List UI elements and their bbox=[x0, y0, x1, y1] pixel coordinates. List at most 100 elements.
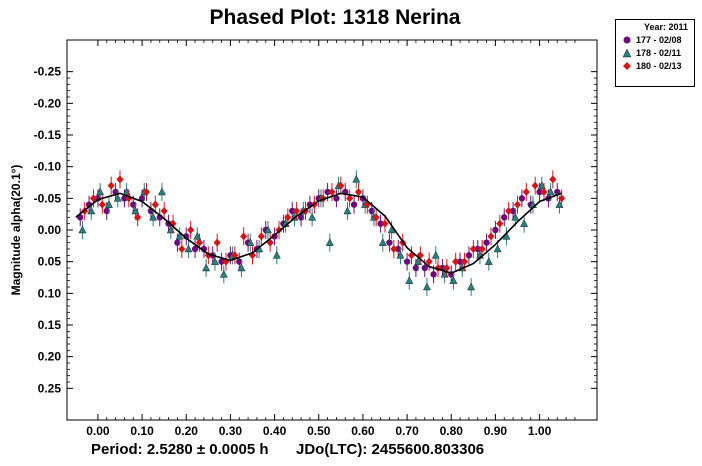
data-point-circle bbox=[289, 207, 296, 215]
data-point-circle bbox=[474, 245, 481, 253]
data-point-diamond bbox=[195, 238, 204, 247]
data-point-diamond bbox=[452, 257, 460, 266]
data-point-triangle bbox=[467, 282, 476, 291]
data-point-diamond bbox=[425, 257, 433, 266]
legend-item-178: 178 - 02/11 bbox=[616, 46, 694, 59]
data-point-circle bbox=[377, 220, 384, 227]
data-point-circle bbox=[297, 214, 305, 221]
data-point-circle bbox=[236, 258, 243, 265]
data-point-diamond bbox=[443, 264, 451, 272]
x-tick-label: 0.50 bbox=[307, 424, 331, 438]
data-point-circle bbox=[412, 264, 420, 272]
data-point-triangle bbox=[308, 212, 317, 221]
data-point-circle bbox=[386, 239, 393, 246]
data-point-diamond bbox=[284, 213, 292, 222]
legend-item-177: 177 - 02/08 bbox=[616, 33, 694, 46]
legend-title: Year: 2011 bbox=[643, 22, 688, 32]
x-tick-label: 0.90 bbox=[484, 424, 508, 438]
y-tick-label: -0.05 bbox=[34, 191, 62, 205]
data-point-triangle bbox=[378, 238, 387, 246]
data-point-diamond bbox=[346, 194, 354, 203]
data-point-diamond bbox=[116, 175, 124, 184]
data-point-triangle bbox=[78, 225, 87, 234]
data-point-diamond bbox=[231, 251, 239, 260]
data-point-diamond bbox=[293, 207, 301, 215]
data-point-triangle bbox=[449, 276, 458, 284]
y-tick-label: -0.20 bbox=[34, 96, 62, 110]
data-point-diamond bbox=[381, 219, 389, 228]
period-label: Period: 2.5280 ± 0.0005 h bbox=[91, 441, 269, 458]
data-point-circle bbox=[103, 207, 110, 215]
data-point-triangle bbox=[325, 238, 334, 246]
legend: Year: 2011 177 - 02/08 178 - 02/11 180 -… bbox=[615, 19, 695, 87]
data-point-circle bbox=[191, 245, 199, 253]
legend-label: 180 - 02/13 bbox=[636, 60, 682, 71]
data-point-circle bbox=[509, 207, 517, 215]
plot-area-frame bbox=[66, 39, 598, 421]
legend-label: 178 - 02/11 bbox=[636, 47, 682, 58]
data-point-circle bbox=[183, 233, 190, 240]
y-axis: -0.25 -0.20 -0.15 -0.10 -0.05 0.00 0.05 0.10 0.1… bbox=[34, 65, 597, 395]
data-point-circle bbox=[536, 188, 543, 196]
data-point-diamond bbox=[549, 175, 557, 184]
data-point-diamond bbox=[134, 213, 142, 222]
x-tick-label: 0.60 bbox=[351, 424, 375, 438]
data-point-diamond bbox=[107, 181, 115, 190]
data-point-triangle bbox=[184, 244, 193, 253]
data-point-diamond bbox=[460, 257, 469, 266]
x-tick-label: 0.80 bbox=[440, 424, 464, 438]
data-point-diamond bbox=[160, 207, 168, 215]
data-point-diamond bbox=[496, 219, 504, 228]
data-point-diamond bbox=[354, 188, 363, 196]
data-point-diamond bbox=[540, 188, 548, 196]
data-point-circle bbox=[518, 195, 526, 202]
data-point-diamond bbox=[98, 200, 106, 209]
data-point-circle bbox=[492, 226, 499, 234]
data-point-triangle bbox=[149, 212, 158, 221]
data-point-triangle bbox=[493, 244, 502, 253]
x-tick-label: 0.40 bbox=[263, 424, 287, 438]
data-point-circle bbox=[218, 258, 225, 265]
data-point-triangle bbox=[105, 200, 113, 208]
data-point-triangle bbox=[546, 187, 555, 196]
x-tick-label: 0.30 bbox=[219, 424, 243, 438]
chart-title: Phased Plot: 1318 Nerina bbox=[209, 6, 461, 29]
data-point-diamond bbox=[89, 194, 98, 203]
data-point-triangle bbox=[264, 225, 272, 234]
y-tick-label: 0.25 bbox=[38, 381, 62, 395]
y-tick-label: 0.10 bbox=[38, 286, 62, 300]
data-point-circle bbox=[430, 271, 437, 278]
data-point-diamond bbox=[522, 188, 530, 196]
data-point-triangle bbox=[219, 269, 228, 278]
data-point-circle bbox=[368, 207, 375, 215]
data-point-diamond bbox=[257, 232, 265, 241]
data-point-circle bbox=[130, 201, 137, 208]
data-point-circle bbox=[403, 258, 411, 265]
data-point-circle bbox=[350, 201, 358, 208]
y-tick-label: 0.05 bbox=[38, 255, 62, 269]
circle-marker-icon bbox=[623, 36, 631, 43]
data-point-triangle bbox=[96, 187, 105, 196]
y-tick-label: 0.15 bbox=[38, 318, 62, 332]
data-points bbox=[77, 170, 566, 296]
data-point-diamond bbox=[337, 181, 345, 190]
data-point-diamond bbox=[513, 200, 522, 209]
data-point-triangle bbox=[352, 174, 361, 183]
data-point-triangle bbox=[405, 276, 414, 284]
x-tick-label: 0.20 bbox=[175, 424, 199, 438]
data-point-circle bbox=[174, 239, 181, 246]
data-point-diamond bbox=[558, 194, 566, 203]
x-tick-label: 0.10 bbox=[130, 424, 154, 438]
x-tick-label: 0.00 bbox=[86, 424, 110, 438]
y-tick-label: 0.20 bbox=[38, 350, 62, 364]
x-tick-label: 1.00 bbox=[528, 424, 552, 438]
y-tick-label: -0.25 bbox=[34, 65, 62, 79]
data-point-circle bbox=[465, 252, 473, 259]
data-point-triangle bbox=[237, 263, 246, 272]
diamond-marker-icon bbox=[623, 61, 631, 70]
y-tick-label: 0.00 bbox=[38, 223, 62, 237]
y-tick-label: -0.10 bbox=[34, 160, 62, 174]
data-point-circle bbox=[121, 195, 128, 202]
data-point-circle bbox=[395, 245, 402, 253]
data-point-triangle bbox=[211, 257, 219, 265]
